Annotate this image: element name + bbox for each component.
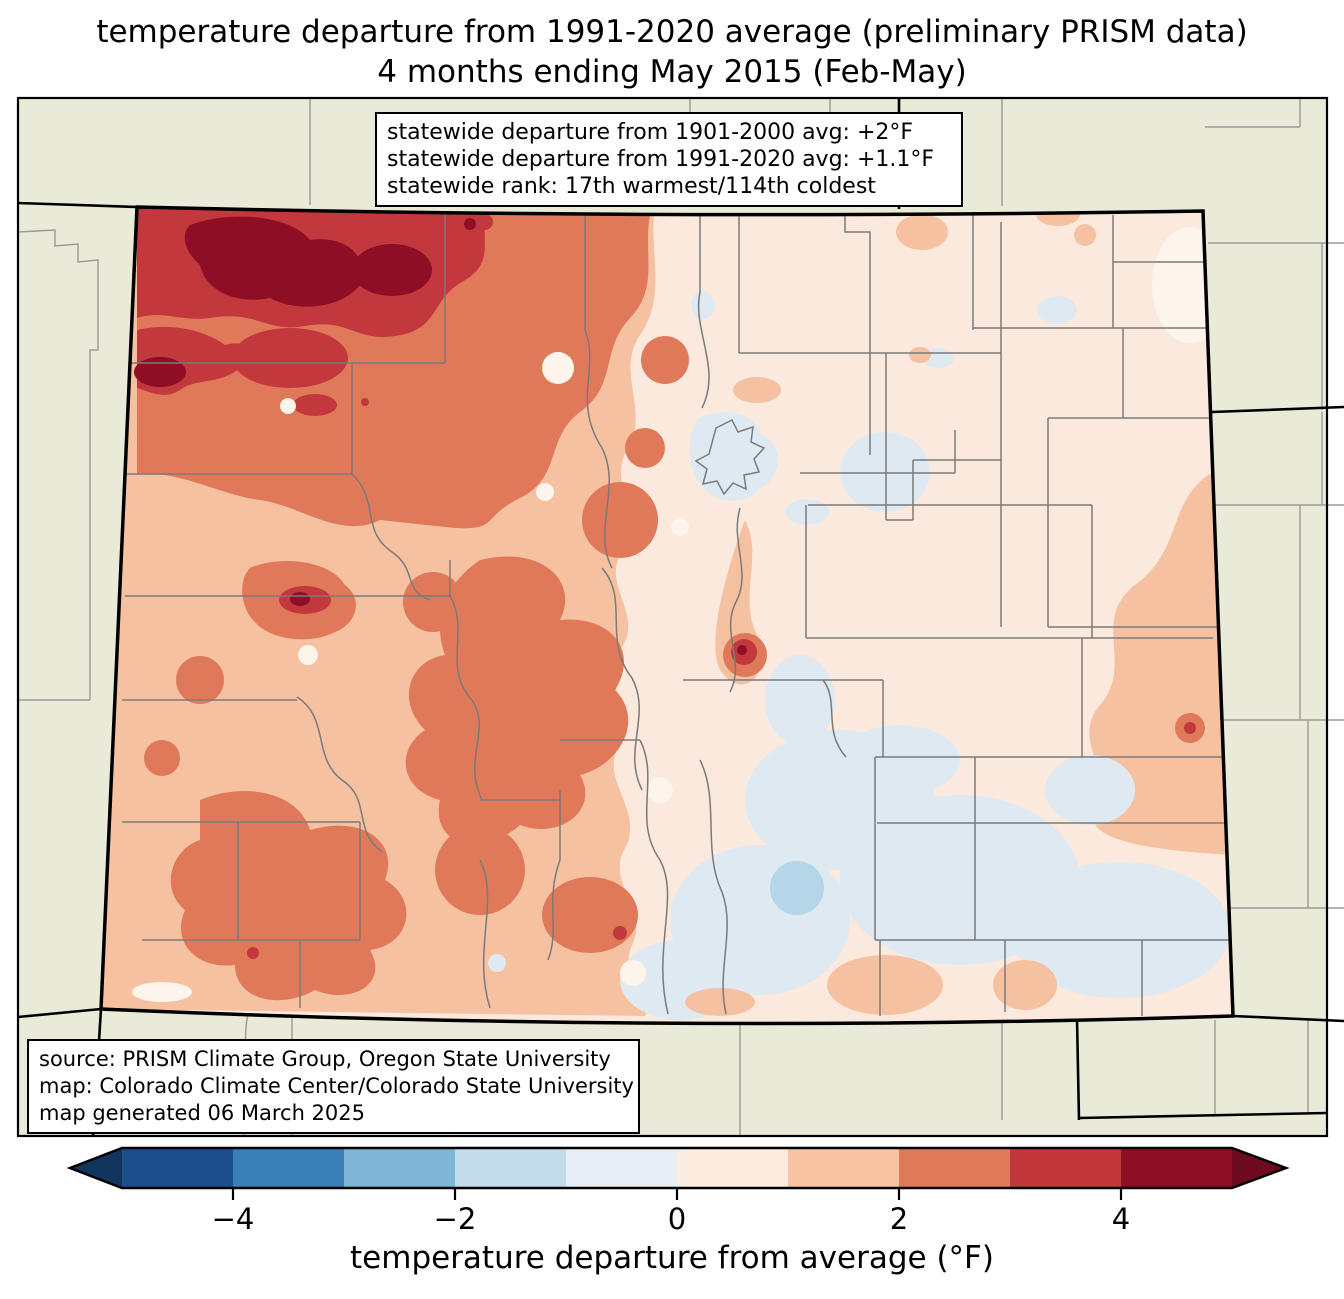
colorbar-segment xyxy=(1121,1148,1232,1188)
colorbar-segment xyxy=(899,1148,1010,1188)
colorbar-segment xyxy=(122,1148,233,1188)
colorbar-axis-label: temperature departure from average (°F) xyxy=(350,1240,994,1276)
source-line-3: map generated 06 March 2025 xyxy=(39,1101,366,1125)
colorbar-segment xyxy=(1010,1148,1121,1188)
colorbar-segment xyxy=(455,1148,566,1188)
anomaly-warm4 xyxy=(134,216,747,655)
colorbar-tick-label: 2 xyxy=(889,1202,909,1236)
colorbar-segment xyxy=(677,1148,788,1188)
source-line-1: source: PRISM Climate Group, Oregon Stat… xyxy=(39,1047,611,1071)
title-line-1: temperature departure from 1991-2020 ave… xyxy=(96,14,1248,50)
colorado-state-border xyxy=(99,205,1235,1026)
colorbar-segment xyxy=(788,1148,899,1188)
anomaly-field xyxy=(101,207,1233,1024)
colorbar-under-arrow xyxy=(70,1148,122,1188)
page-title: temperature departure from 1991-2020 ave… xyxy=(0,12,1344,92)
stats-line-2: statewide departure from 1991-2020 avg: … xyxy=(387,147,935,172)
title-line-2: 4 months ending May 2015 (Feb-May) xyxy=(377,54,967,90)
colorbar-tick-label: −4 xyxy=(211,1202,255,1236)
colorbar-tick-label: 4 xyxy=(1111,1202,1131,1236)
colorbar xyxy=(66,1146,1290,1200)
stats-line-3: statewide rank: 17th warmest/114th colde… xyxy=(387,174,876,199)
plot-frame xyxy=(16,96,1329,1138)
denver-enclave-outline xyxy=(694,418,766,496)
colorbar-segment xyxy=(344,1148,455,1188)
anomaly-cool2 xyxy=(770,861,824,915)
colorbar-ticks xyxy=(231,1188,1123,1200)
stats-line-1: statewide departure from 1901-2000 avg: … xyxy=(387,120,914,145)
source-line-2: map: Colorado Climate Center/Colorado St… xyxy=(39,1074,634,1098)
colorbar-segment xyxy=(566,1148,677,1188)
colorbar-tick-label: −2 xyxy=(433,1202,477,1236)
colorbar-outline xyxy=(66,1146,1290,1190)
statewide-stats-box: statewide departure from 1901-2000 avg: … xyxy=(375,112,963,207)
colorbar-tick-label: 0 xyxy=(667,1202,687,1236)
source-box: source: PRISM Climate Group, Oregon Stat… xyxy=(27,1039,640,1134)
colorbar-over-arrow xyxy=(1232,1148,1286,1188)
colorbar-segment xyxy=(233,1148,344,1188)
county-lines-grid xyxy=(122,212,1233,1016)
county-lines-squiggles xyxy=(296,212,847,1015)
